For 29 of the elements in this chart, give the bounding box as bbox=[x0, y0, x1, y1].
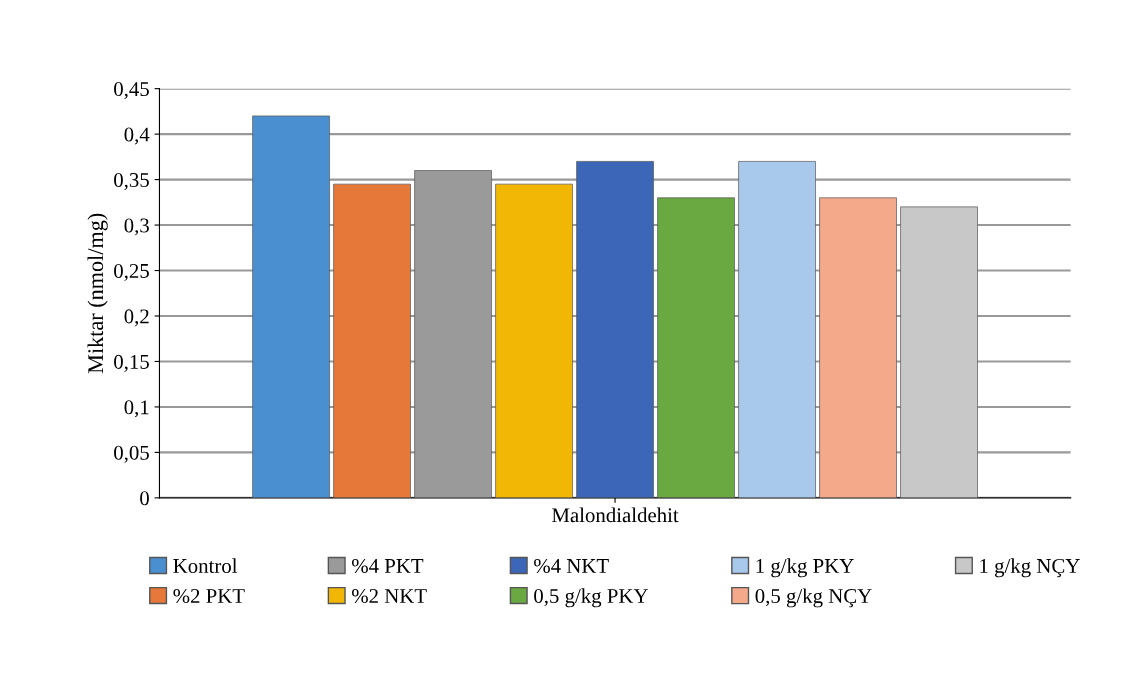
legend-label: %4 NKT bbox=[534, 558, 609, 574]
y-axis-title: Miktar (nmol/mg) bbox=[87, 213, 108, 374]
legend-label: Kontrol bbox=[173, 558, 238, 573]
y-tick-label: 0,15 bbox=[114, 354, 149, 372]
y-tick-label: 0,1 bbox=[124, 400, 149, 418]
y-tick-label: 0,2 bbox=[124, 309, 149, 327]
y-tick-label: 0,3 bbox=[124, 218, 149, 236]
bar bbox=[333, 183, 411, 498]
bar bbox=[819, 197, 897, 498]
bar bbox=[738, 161, 816, 498]
bar bbox=[576, 161, 654, 498]
y-tick-label: 0,45 bbox=[114, 82, 149, 100]
bar bbox=[900, 206, 978, 498]
y-tick-label: 0,05 bbox=[114, 445, 149, 463]
x-tick-label: Malondialdehit bbox=[552, 507, 679, 523]
legend-label: %2 PKT bbox=[173, 588, 245, 604]
legend-label: 0,5 g/kg PKY bbox=[534, 588, 648, 608]
y-tick-label: 0,4 bbox=[124, 127, 150, 145]
legend-label: 1 g/kg NÇY bbox=[980, 558, 1080, 578]
bar bbox=[657, 197, 735, 498]
legend-label: 1 g/kg PKY bbox=[756, 558, 854, 578]
y-tick-label: 0,35 bbox=[114, 172, 149, 191]
bar bbox=[252, 115, 330, 498]
legend-label: %2 NKT bbox=[351, 588, 427, 604]
legend-label: 0,5 g/kg NÇY bbox=[755, 588, 872, 608]
y-tick-label: 0 bbox=[140, 491, 149, 506]
legend-label: %4 PKT bbox=[351, 558, 424, 574]
y-tick-label: 0,25 bbox=[114, 263, 149, 281]
bar bbox=[495, 183, 573, 498]
